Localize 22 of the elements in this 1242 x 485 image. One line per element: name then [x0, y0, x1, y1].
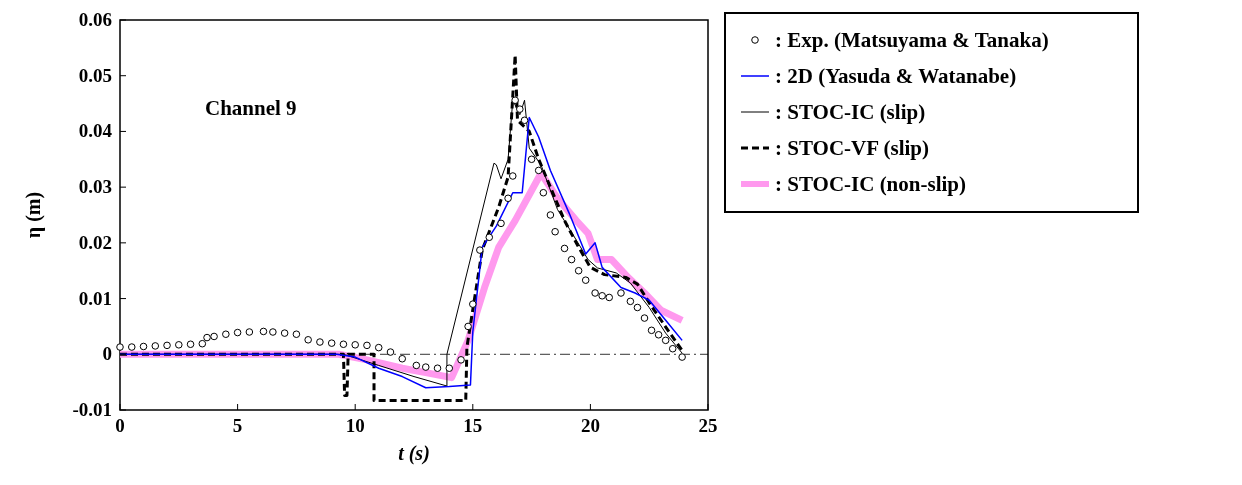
legend-label: : Exp. (Matsuyama & Tanaka)	[775, 28, 1049, 52]
y-tick-label: 0.05	[78, 64, 112, 86]
y-tick-label: 0	[102, 343, 112, 365]
y-tick-label: -0.01	[72, 399, 112, 420]
y-tick-label: 0.01	[78, 287, 112, 309]
x-tick-label: 20	[580, 415, 600, 436]
y-tick-label: 0.04	[78, 120, 113, 142]
annotation: Channel 9	[205, 96, 297, 120]
y-tick-label: 0.03	[78, 176, 112, 198]
x-tick-label: 15	[463, 415, 483, 436]
x-tick-label: 5	[232, 415, 243, 436]
y-tick-label: 0.02	[78, 231, 112, 253]
x-tick-label: 25	[698, 415, 718, 436]
y-tick-label: 0.06	[78, 9, 112, 30]
x-axis-title: t (s)	[398, 442, 430, 465]
y-axis-title: η (m)	[22, 191, 45, 239]
legend-label: : STOC-IC (non-slip)	[775, 172, 966, 196]
x-tick-label: 0	[115, 415, 125, 436]
legend-label: : STOC-IC (slip)	[775, 100, 926, 124]
x-tick-label: 10	[345, 415, 365, 436]
legend-label: : STOC-VF (slip)	[775, 136, 930, 160]
legend-label: : 2D (Yasuda & Watanabe)	[775, 64, 1017, 88]
